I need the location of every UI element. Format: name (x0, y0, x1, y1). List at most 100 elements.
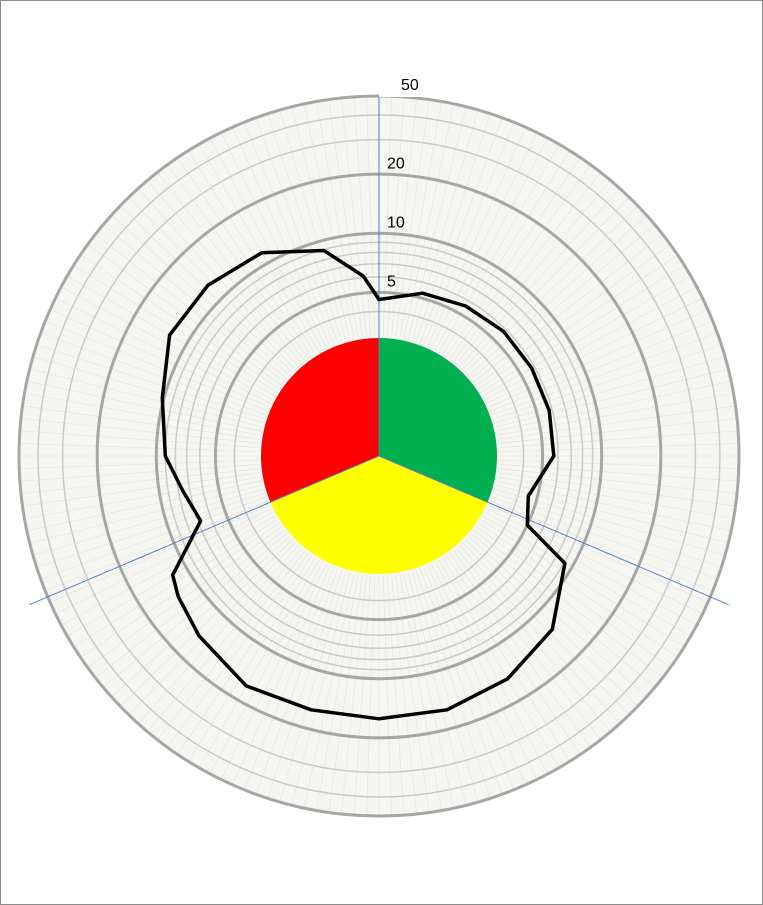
spoke (407, 106, 467, 340)
spoke (128, 542, 296, 716)
spoke (465, 539, 639, 707)
spoke (488, 504, 708, 603)
spoke (498, 418, 738, 444)
spoke (243, 567, 335, 790)
spoke (29, 484, 263, 544)
spoke (303, 573, 355, 809)
spoke (484, 286, 698, 400)
spoke (449, 164, 591, 360)
spoke (496, 480, 732, 532)
spoke (341, 97, 367, 337)
spoke (177, 157, 313, 357)
spoke (50, 504, 270, 603)
spoke (435, 137, 549, 351)
spoke (26, 380, 262, 432)
spoke (32, 356, 264, 424)
spoke (87, 526, 283, 668)
spoke (40, 496, 267, 580)
spoke (419, 117, 503, 344)
spoke (147, 547, 303, 732)
spoke (19, 459, 260, 469)
spoke (232, 565, 331, 785)
spoke (411, 571, 479, 803)
spoke (465, 205, 639, 373)
r-tick-label: 5 (387, 274, 396, 291)
spoke (366, 96, 376, 337)
spoke (243, 122, 335, 345)
spoke (494, 488, 726, 556)
spoke (366, 575, 376, 816)
r-tick-label: 10 (387, 215, 405, 232)
spoke (111, 536, 291, 698)
spoke (467, 214, 647, 376)
spoke (387, 575, 405, 816)
spoke (467, 536, 647, 698)
spoke (473, 529, 663, 678)
spoke (431, 132, 538, 349)
spoke (490, 320, 713, 412)
spoke (445, 555, 581, 755)
spoke (442, 150, 571, 355)
spoke (167, 552, 309, 748)
pie-slice (260, 338, 379, 503)
spoke (498, 468, 738, 494)
spoke (45, 320, 268, 412)
spoke (495, 484, 729, 544)
spoke (137, 544, 299, 724)
spoke (411, 109, 479, 341)
spoke (255, 117, 339, 344)
spoke (427, 565, 526, 785)
spoke (303, 103, 355, 339)
spoke (497, 393, 734, 436)
tick-label-bg (379, 75, 427, 97)
spoke (187, 150, 316, 355)
spoke (220, 563, 327, 780)
spoke (19, 430, 260, 448)
spoke (462, 196, 630, 370)
spoke (449, 552, 591, 748)
spoke (475, 244, 671, 386)
spoke (497, 472, 736, 507)
spoke (403, 103, 455, 339)
spoke (55, 297, 272, 404)
spoke (22, 405, 261, 440)
spoke (209, 137, 323, 351)
spoke (382, 96, 392, 337)
spoke (438, 144, 560, 353)
spoke (167, 164, 309, 360)
spoke (291, 572, 351, 806)
spoke (498, 464, 739, 482)
series-line (160, 248, 567, 721)
spoke (480, 264, 685, 393)
spoke (32, 488, 264, 556)
spoke (177, 555, 313, 755)
spoke (452, 550, 601, 740)
r-tick-label: 20 (387, 155, 405, 172)
spoke (220, 132, 327, 349)
spoke (328, 99, 363, 338)
spoke (445, 157, 581, 357)
spoke (353, 575, 371, 816)
spoke (435, 561, 549, 775)
spoke (399, 574, 442, 811)
spoke (291, 106, 351, 340)
spoke (24, 393, 261, 436)
spoke (475, 526, 671, 668)
spoke (431, 563, 538, 780)
pie-slice (270, 456, 488, 575)
spoke (399, 101, 442, 338)
spoke (328, 574, 363, 813)
spoke (480, 519, 685, 648)
spoke (498, 459, 739, 469)
spoke (455, 547, 611, 732)
spoke (103, 532, 288, 688)
spoke (407, 572, 467, 806)
spoke (36, 492, 265, 568)
spoke (478, 254, 678, 390)
r-tick-label: 50 (401, 77, 419, 94)
spoke (493, 492, 722, 568)
spoke (403, 573, 455, 809)
spoke (455, 180, 611, 365)
spoke (423, 567, 515, 790)
